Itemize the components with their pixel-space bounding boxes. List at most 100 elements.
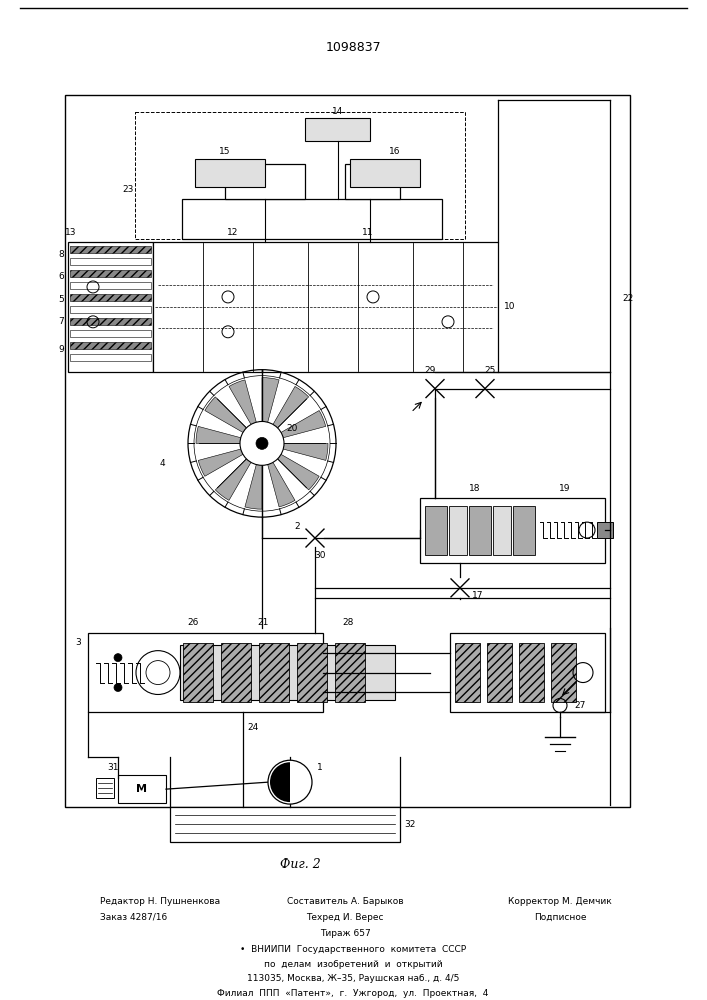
Bar	[70, 318, 151, 325]
Bar	[170, 807, 400, 842]
Circle shape	[240, 421, 284, 465]
Bar	[597, 522, 613, 538]
Text: Корректор М. Демчик: Корректор М. Демчик	[508, 897, 612, 906]
Text: по  делам  изобретений  и  открытий: по делам изобретений и открытий	[264, 960, 443, 969]
Text: 18: 18	[469, 484, 481, 493]
Bar	[153, 242, 498, 372]
Text: 22: 22	[622, 294, 633, 303]
Text: 3: 3	[75, 638, 81, 647]
Wedge shape	[262, 378, 279, 443]
Wedge shape	[262, 386, 309, 443]
Bar	[70, 342, 151, 349]
Bar	[551, 643, 576, 702]
Circle shape	[114, 684, 122, 691]
Text: 13: 13	[65, 228, 77, 237]
Bar	[350, 159, 420, 187]
Text: 1: 1	[317, 763, 323, 772]
Text: 32: 32	[404, 820, 416, 829]
Bar	[297, 643, 327, 702]
Bar	[253, 243, 303, 371]
Wedge shape	[262, 443, 295, 507]
Bar	[425, 506, 447, 555]
Text: 7: 7	[58, 317, 64, 326]
Wedge shape	[198, 443, 262, 476]
Text: 31: 31	[107, 763, 119, 772]
Bar	[68, 242, 153, 372]
Text: 8: 8	[58, 250, 64, 259]
Text: 5: 5	[58, 295, 64, 304]
Text: Подписное: Подписное	[534, 913, 586, 922]
Bar	[70, 294, 151, 301]
Bar	[153, 243, 203, 371]
Text: 20: 20	[286, 424, 298, 433]
Text: 29: 29	[424, 366, 436, 375]
Wedge shape	[262, 443, 328, 460]
Text: 6: 6	[58, 272, 64, 281]
Bar	[449, 506, 467, 555]
Bar	[305, 118, 370, 141]
Text: 26: 26	[187, 618, 199, 627]
Text: 10: 10	[504, 302, 515, 311]
Text: 1098837: 1098837	[325, 41, 381, 54]
Wedge shape	[216, 443, 262, 500]
Text: 113035, Москва, Ж–35, Раушская наб., д. 4/5: 113035, Москва, Ж–35, Раушская наб., д. …	[247, 974, 459, 983]
Text: 14: 14	[332, 107, 344, 116]
Bar	[450, 633, 605, 712]
Bar	[65, 95, 630, 807]
Text: Фиг. 2: Фиг. 2	[280, 858, 320, 871]
Text: 30: 30	[314, 551, 326, 560]
Text: 27: 27	[574, 701, 585, 710]
Bar	[225, 164, 305, 199]
Text: 17: 17	[472, 591, 484, 600]
Bar	[221, 643, 251, 702]
Wedge shape	[205, 397, 262, 443]
Text: Составитель А. Барыков: Составитель А. Барыков	[286, 897, 403, 906]
Text: 15: 15	[219, 147, 230, 156]
Bar	[96, 778, 114, 798]
Wedge shape	[229, 380, 262, 443]
Wedge shape	[245, 443, 262, 509]
Text: M: M	[136, 784, 148, 794]
Text: 12: 12	[228, 228, 239, 237]
Bar	[519, 643, 544, 702]
Bar	[180, 645, 395, 700]
Circle shape	[114, 654, 122, 662]
Bar	[183, 643, 213, 702]
Bar	[487, 643, 512, 702]
Text: 24: 24	[247, 723, 259, 732]
Text: 23: 23	[122, 185, 134, 194]
Text: Филиал  ППП  «Патент»,  г.  Ужгород,  ул.  Проектная,  4: Филиал ППП «Патент», г. Ужгород, ул. Про…	[217, 989, 489, 998]
Text: 25: 25	[484, 366, 496, 375]
Bar	[182, 199, 442, 239]
Bar	[195, 159, 265, 187]
Bar	[259, 643, 289, 702]
Text: 11: 11	[362, 228, 374, 237]
Wedge shape	[262, 443, 319, 490]
Wedge shape	[196, 426, 262, 443]
Bar	[455, 643, 480, 702]
Bar	[70, 354, 151, 361]
Bar	[118, 775, 166, 803]
Bar	[493, 506, 511, 555]
Text: Редактор Н. Пушненкова: Редактор Н. Пушненкова	[100, 897, 220, 906]
Bar	[345, 164, 400, 199]
Bar	[70, 330, 151, 337]
Text: Техред И. Верес: Техред И. Верес	[306, 913, 384, 922]
Text: 9: 9	[58, 345, 64, 354]
Bar	[420, 498, 605, 563]
Text: 4: 4	[159, 459, 165, 468]
Text: 28: 28	[342, 618, 354, 627]
Bar	[88, 633, 323, 712]
Bar	[70, 282, 151, 289]
Text: 16: 16	[390, 147, 401, 156]
Bar	[70, 246, 151, 253]
Bar	[70, 306, 151, 313]
Text: 2: 2	[294, 522, 300, 531]
Bar	[358, 243, 408, 371]
Bar	[135, 112, 465, 239]
Bar	[70, 258, 151, 265]
Circle shape	[268, 760, 312, 804]
Circle shape	[256, 437, 268, 449]
Text: 21: 21	[257, 618, 269, 627]
Wedge shape	[270, 762, 290, 802]
